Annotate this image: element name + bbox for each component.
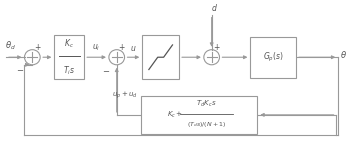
Text: $(T_d s)/(N+1)$: $(T_d s)/(N+1)$ [187,120,226,129]
Text: $-$: $-$ [16,64,24,73]
Text: $+$: $+$ [34,42,42,52]
Text: $d$: $d$ [211,2,217,13]
Text: $u$: $u$ [130,44,137,53]
Text: $+$: $+$ [118,42,126,52]
Text: $+$: $+$ [213,42,221,52]
Bar [54,35,84,79]
Text: $u_p + u_d$: $u_p + u_d$ [112,90,138,101]
Text: $-$: $-$ [102,65,110,74]
Text: $K_c +$: $K_c +$ [167,110,183,120]
Text: $T_i s$: $T_i s$ [63,64,75,77]
Bar [141,96,257,134]
Bar [142,35,179,79]
Text: $\theta_d$: $\theta_d$ [5,39,16,52]
Bar [250,37,296,78]
Text: $T_d K_c s$: $T_d K_c s$ [196,99,217,109]
Text: $u_i$: $u_i$ [92,43,101,53]
Text: $K_c$: $K_c$ [64,38,74,50]
Text: $\theta$: $\theta$ [340,49,347,60]
Text: $G_p(s)$: $G_p(s)$ [263,51,283,64]
